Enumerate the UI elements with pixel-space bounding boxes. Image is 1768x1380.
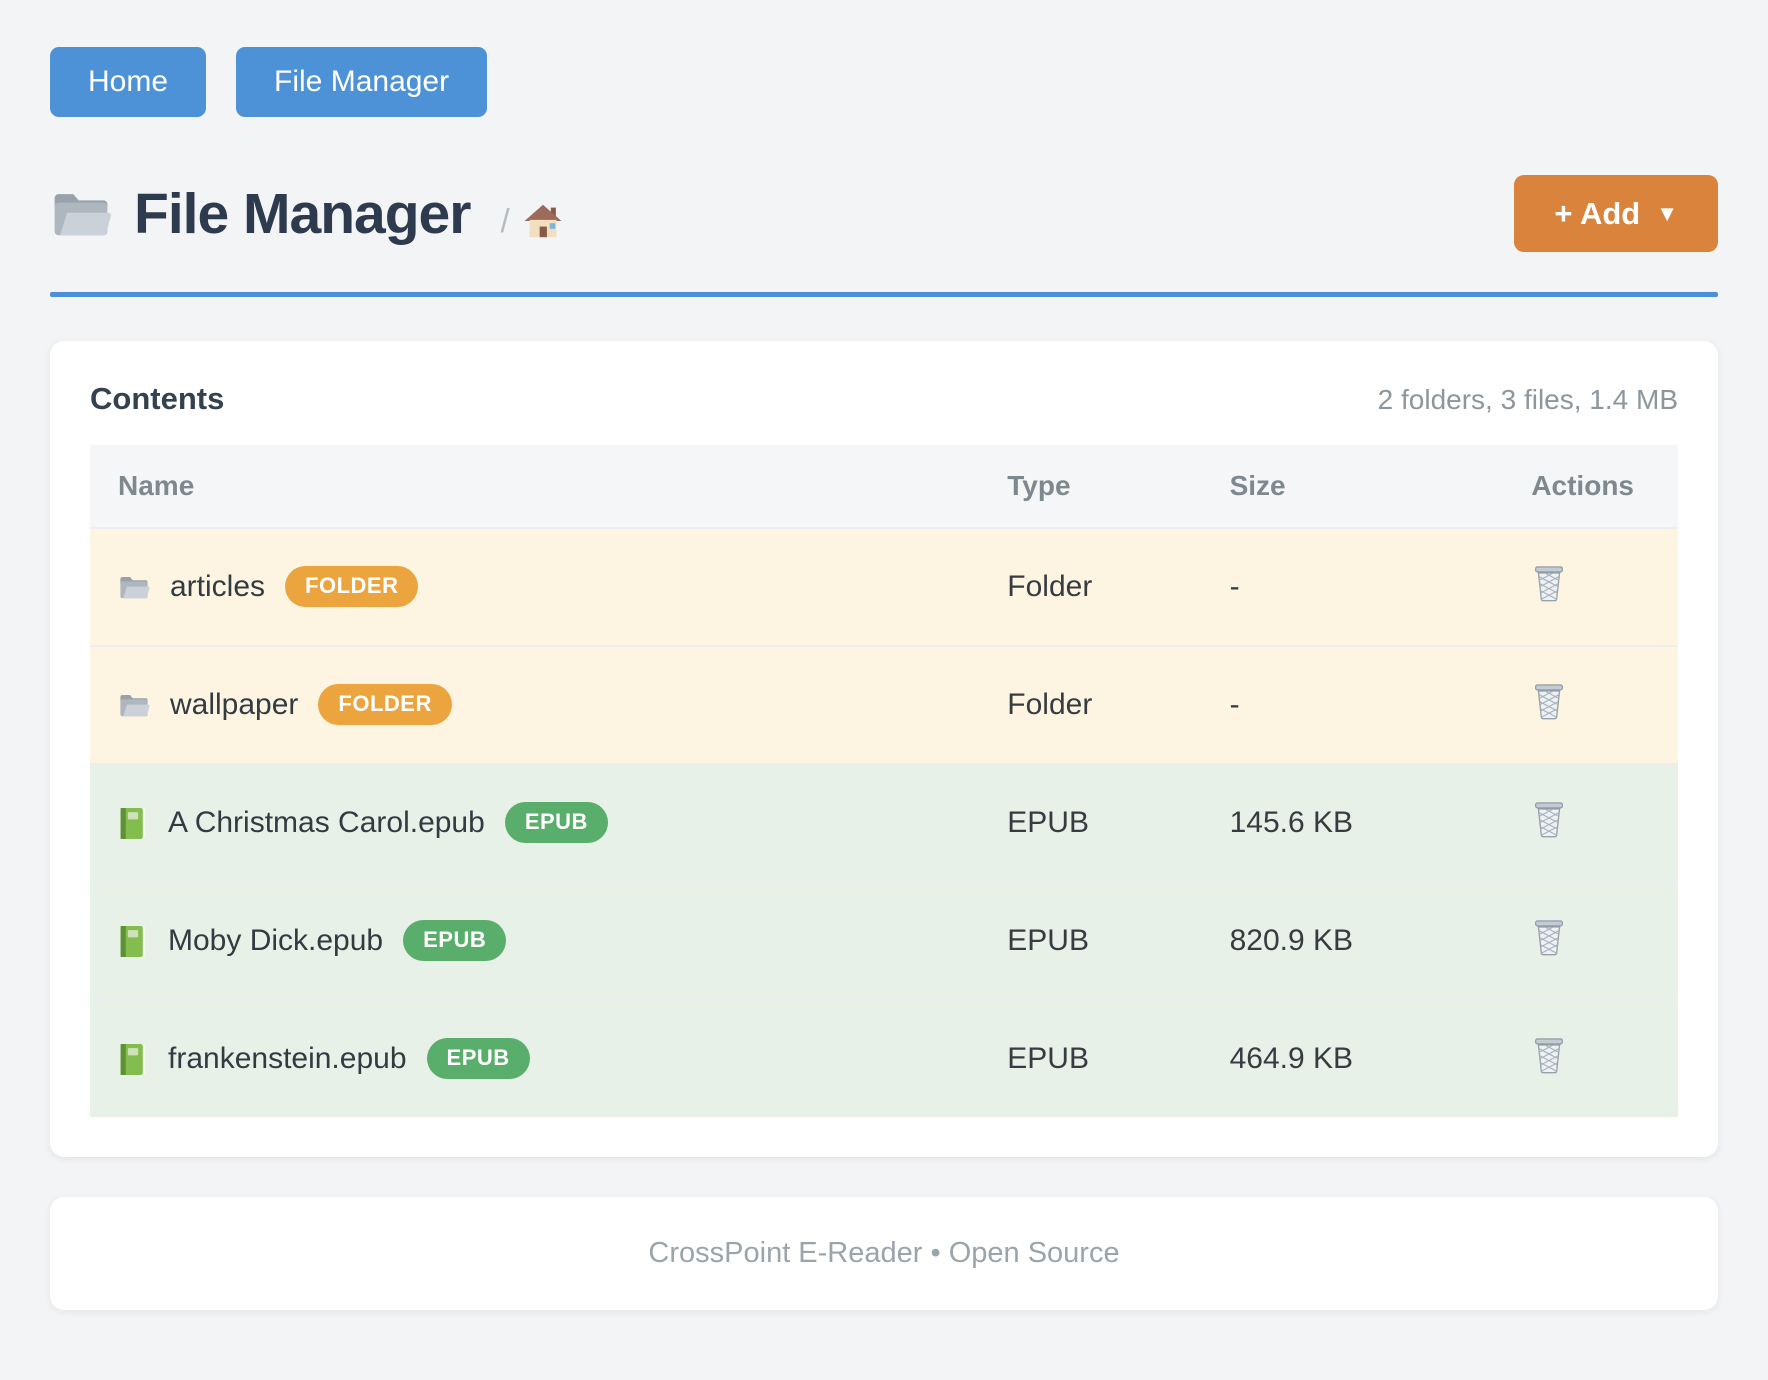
column-header-actions: Actions (1503, 445, 1678, 528)
footer: CrossPoint E-Reader • Open Source (50, 1197, 1718, 1310)
trash-icon (1531, 1035, 1567, 1075)
trash-icon (1531, 799, 1567, 839)
file-name-link[interactable]: A Christmas Carol.epub (168, 806, 485, 839)
table-header-row: Name Type Size Actions (90, 445, 1678, 528)
delete-button[interactable] (1531, 799, 1567, 839)
page-header: File Manager / + Add ▼ (50, 175, 1718, 252)
delete-button[interactable] (1531, 917, 1567, 957)
green-book-icon (118, 925, 148, 958)
header-divider (50, 292, 1718, 297)
files-table: Name Type Size Actions articles FOLDER (90, 445, 1678, 1117)
delete-button[interactable] (1531, 563, 1567, 603)
breadcrumb: / (500, 202, 561, 240)
folder-icon (50, 187, 112, 240)
add-button-label: + Add (1554, 196, 1641, 231)
size-value: 464.9 KB (1201, 999, 1504, 1117)
epub-badge: EPUB (504, 801, 608, 843)
trash-icon (1531, 563, 1567, 603)
type-value: Folder (979, 527, 1202, 646)
column-header-type: Type (979, 445, 1202, 528)
table-row: Moby Dick.epub EPUB EPUB 820.9 KB (90, 881, 1678, 1000)
file-name-link[interactable]: frankenstein.epub (168, 1042, 407, 1075)
size-value: - (1201, 645, 1504, 764)
table-row: articles FOLDER Folder - (90, 527, 1678, 646)
green-book-icon (118, 807, 148, 840)
file-name-link[interactable]: Moby Dick.epub (168, 924, 384, 957)
epub-badge: EPUB (403, 919, 507, 961)
size-value: 820.9 KB (1201, 881, 1504, 1000)
folder-icon (118, 690, 150, 720)
delete-button[interactable] (1531, 1035, 1567, 1075)
file-name-link[interactable]: articles (170, 570, 266, 603)
type-value: EPUB (979, 881, 1202, 1000)
type-value: EPUB (979, 763, 1202, 882)
table-row: A Christmas Carol.epub EPUB EPUB 145.6 K… (90, 763, 1678, 882)
contents-card-header: Contents 2 folders, 3 files, 1.4 MB (90, 381, 1678, 417)
type-value: EPUB (979, 999, 1202, 1117)
delete-button[interactable] (1531, 681, 1567, 721)
column-header-name: Name (90, 445, 980, 528)
home-icon[interactable] (524, 203, 562, 239)
chevron-down-icon: ▼ (1656, 200, 1678, 226)
home-nav-button[interactable]: Home (50, 47, 207, 117)
folder-badge: FOLDER (285, 565, 419, 607)
title-group: File Manager / (50, 181, 562, 247)
file-name-link[interactable]: wallpaper (170, 688, 299, 721)
green-book-icon (118, 1043, 148, 1076)
trash-icon (1531, 917, 1567, 957)
page: Home File Manager File Manager / + Add ▼… (50, 47, 1718, 1157)
epub-badge: EPUB (426, 1037, 530, 1079)
column-header-size: Size (1201, 445, 1504, 528)
contents-heading: Contents (90, 381, 225, 416)
footer-text: CrossPoint E-Reader • Open Source (648, 1237, 1120, 1269)
trash-icon (1531, 681, 1567, 721)
size-value: 145.6 KB (1201, 763, 1504, 882)
folder-badge: FOLDER (318, 683, 452, 725)
table-row: wallpaper FOLDER Folder - (90, 645, 1678, 764)
size-value: - (1201, 527, 1504, 646)
table-row: frankenstein.epub EPUB EPUB 464.9 KB (90, 999, 1678, 1117)
top-nav: Home File Manager (50, 47, 1718, 117)
type-value: Folder (979, 645, 1202, 764)
page-title: File Manager (134, 181, 471, 246)
breadcrumb-separator: / (500, 201, 510, 239)
file-manager-nav-button[interactable]: File Manager (236, 47, 488, 117)
folder-icon (118, 572, 150, 602)
contents-card: Contents 2 folders, 3 files, 1.4 MB Name… (50, 341, 1718, 1157)
contents-summary: 2 folders, 3 files, 1.4 MB (1377, 384, 1678, 415)
add-button[interactable]: + Add ▼ (1514, 175, 1718, 252)
